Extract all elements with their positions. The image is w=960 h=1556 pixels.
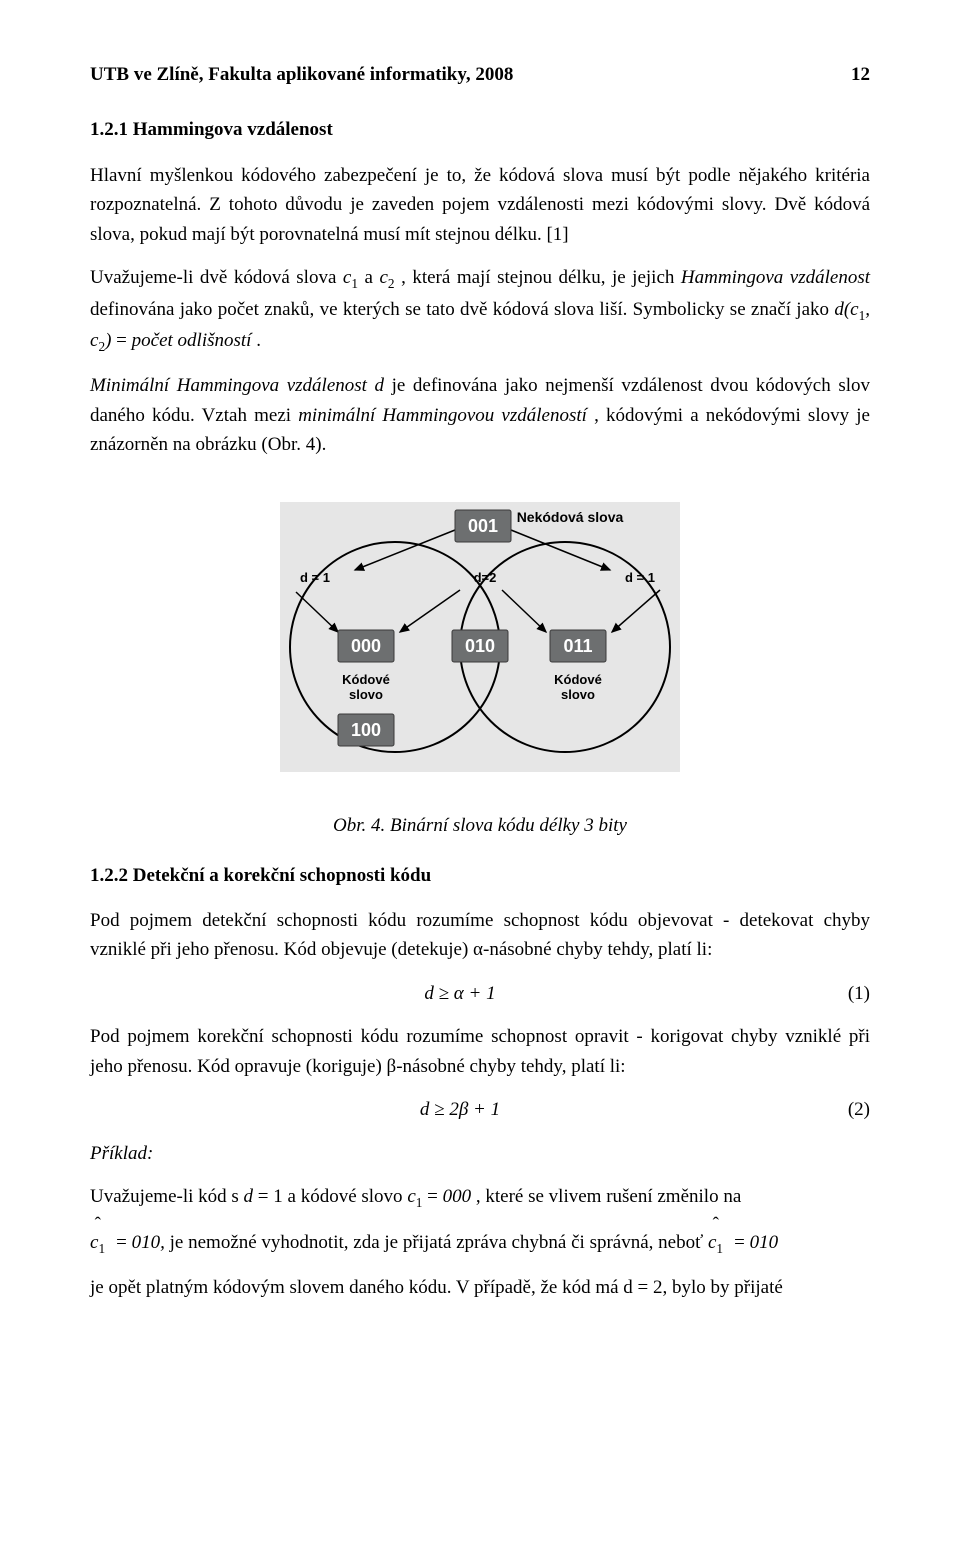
italic-value: 010 xyxy=(750,1232,779,1253)
section-1-2-2-title: 1.2.2 Detekční a korekční schopnosti kód… xyxy=(90,861,870,890)
italic-term: počet odlišností xyxy=(132,330,252,351)
code-box-text-100: 100 xyxy=(351,719,381,739)
section-1-2-1-title: 1.2.1 Hammingova vzdálenost xyxy=(90,115,870,144)
sec2-para1: Pod pojmem detekční schopnosti kódu rozu… xyxy=(90,906,870,965)
equation-1: d ≥ α + 1 (1) xyxy=(90,979,870,1008)
code-box-text-010: 010 xyxy=(465,635,495,655)
header-page-number: 12 xyxy=(851,60,870,89)
sec1-para1: Hlavní myšlenkou kódového zabezpečení je… xyxy=(90,161,870,249)
figure-4-svg: Nekódová slova d = 1 d=2 d = 1 001 000 010… xyxy=(260,482,700,792)
text: . xyxy=(256,330,261,351)
label-noncode: Nekódová slova xyxy=(517,509,624,525)
equation-2: d ≥ 2β + 1 (2) xyxy=(90,1095,870,1124)
sec2-para2: Pod pojmem korekční schopnosti kódu rozu… xyxy=(90,1022,870,1081)
example-para2: c1ˆ = 010, je nemožné vyhodnotit, zda je… xyxy=(90,1228,870,1259)
math-c1hat: c1ˆ xyxy=(90,1232,111,1253)
italic-term: Minimální Hammingova vzdálenost d xyxy=(90,375,384,396)
sec1-para3: Minimální Hammingova vzdálenost d je def… xyxy=(90,371,870,459)
example-para3: je opět platným kódovým slovem daného kó… xyxy=(90,1273,870,1302)
figure-4-caption: Obr. 4. Binární slova kódu délky 3 bity xyxy=(90,811,870,840)
text: a xyxy=(365,267,380,288)
page-header: UTB ve Zlíně, Fakulta aplikované informa… xyxy=(90,60,870,89)
label-d1-left: d = 1 xyxy=(300,570,330,585)
label-d1-right: d = 1 xyxy=(625,570,655,585)
text: , která mají stejnou délku, je jejich xyxy=(401,267,681,288)
text: = 1 a kódové slovo xyxy=(258,1186,408,1207)
equation-2-number: (2) xyxy=(830,1095,870,1124)
label-d2: d=2 xyxy=(474,570,497,585)
italic-value: 000 xyxy=(443,1186,472,1207)
text: = xyxy=(427,1186,442,1207)
text: je nemožné vyhodnotit, zda je přijatá zp… xyxy=(170,1232,708,1253)
italic-term: Hammingova vzdálenost xyxy=(681,267,870,288)
text: Uvažujeme-li dvě kódová slova xyxy=(90,267,343,288)
math-c2: c2 xyxy=(379,267,394,288)
italic-value: 010, xyxy=(132,1232,165,1253)
equation-2-expr: d ≥ 2β + 1 xyxy=(90,1095,830,1124)
code-box-text-001: 001 xyxy=(468,515,498,535)
math-c1: c1 xyxy=(407,1186,422,1207)
text: = xyxy=(116,330,131,351)
text: = xyxy=(116,1232,131,1253)
label-codeword-right: Kódovéslovo xyxy=(554,672,602,702)
code-box-text-011: 011 xyxy=(563,635,592,655)
text: = xyxy=(734,1232,749,1253)
equation-1-number: (1) xyxy=(830,979,870,1008)
italic-term: Příklad: xyxy=(90,1143,153,1164)
figure-4: Nekódová slova d = 1 d=2 d = 1 001 000 010… xyxy=(90,482,870,801)
example-para1: Uvažujeme-li kód s d = 1 a kódové slovo … xyxy=(90,1182,870,1213)
math-c1: c1 xyxy=(343,267,358,288)
italic-term: minimální Hammingovou vzdáleností xyxy=(298,405,587,426)
text: , které se vlivem rušení změnilo na xyxy=(476,1186,741,1207)
math-d: d xyxy=(244,1186,254,1207)
sec1-para2: Uvažujeme-li dvě kódová slova c1 a c2 , … xyxy=(90,263,870,357)
math-c1hat: c1ˆ xyxy=(708,1232,729,1253)
text: Uvažujeme-li kód s xyxy=(90,1186,244,1207)
example-label: Příklad: xyxy=(90,1139,870,1168)
header-left: UTB ve Zlíně, Fakulta aplikované informa… xyxy=(90,60,513,89)
label-codeword-left: Kódovéslovo xyxy=(342,672,390,702)
code-box-text-000: 000 xyxy=(351,635,381,655)
equation-1-expr: d ≥ α + 1 xyxy=(90,979,830,1008)
text: definována jako počet znaků, ve kterých … xyxy=(90,299,834,320)
